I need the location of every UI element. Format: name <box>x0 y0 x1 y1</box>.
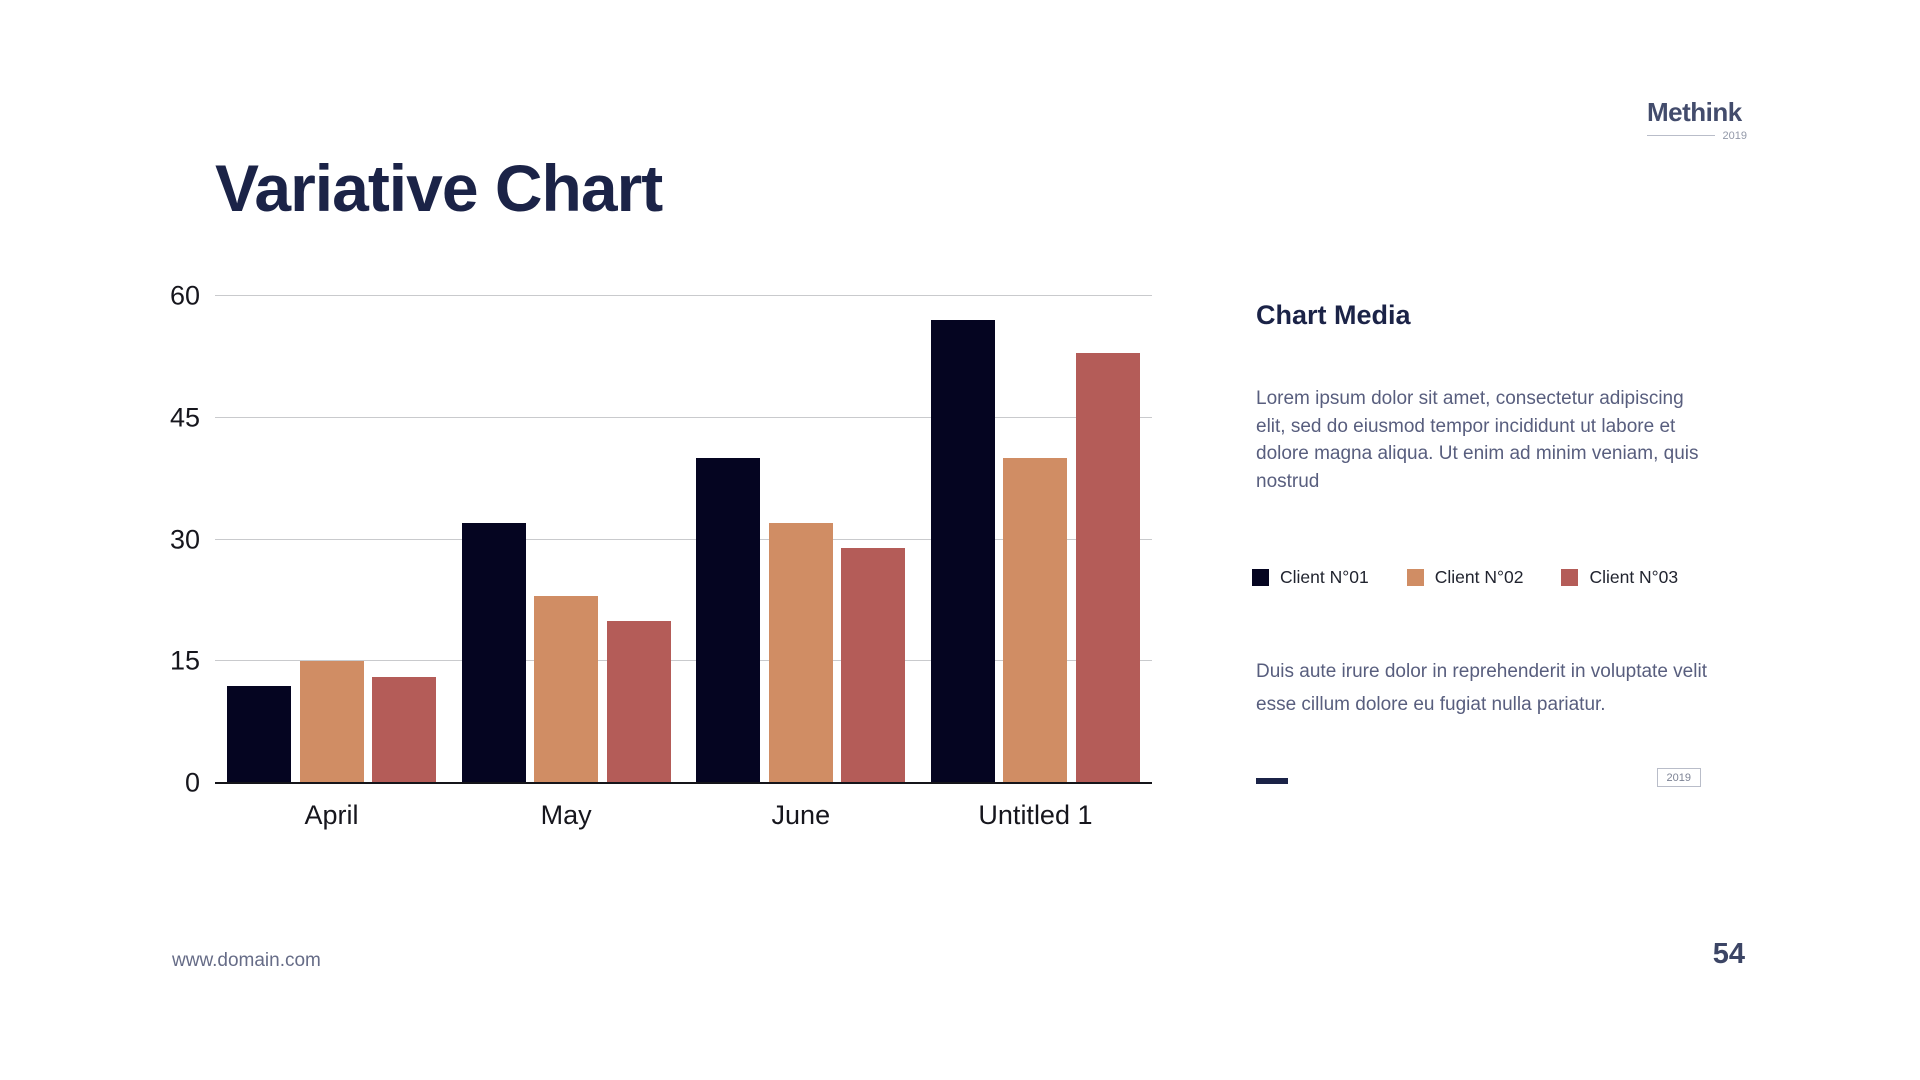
bar-untitled-1-client-n-02 <box>1003 458 1068 783</box>
bar-group-may <box>461 296 671 783</box>
y-axis-labels: 0 15 30 45 60 <box>120 281 200 798</box>
sidebar-paragraph-2: Duis aute irure dolor in reprehenderit i… <box>1256 661 1707 716</box>
x-axis-label: Untitled 1 <box>978 800 1093 830</box>
y-tick-label: 45 <box>169 402 200 433</box>
y-tick-label: 0 <box>184 767 200 798</box>
bar-may-client-n-01 <box>461 523 526 783</box>
bar-april-client-n-03 <box>372 677 436 783</box>
gridline <box>215 416 1152 418</box>
bar-june-client-n-01 <box>696 458 761 783</box>
page-title: Variative Chart <box>215 151 663 225</box>
legend-swatch-icon <box>1561 569 1579 586</box>
x-axis-label: June <box>771 800 831 830</box>
plot-area <box>215 295 1152 784</box>
sidebar-paragraph-1: Lorem ipsum dolor sit amet, consectetur … <box>1256 388 1699 492</box>
logo: Methink 2019 <box>1647 98 1747 142</box>
legend-label: Client N°02 <box>1434 567 1524 587</box>
bar-april-client-n-01 <box>227 685 291 783</box>
page-number: 54 <box>1712 938 1745 970</box>
legend-label: Client N°01 <box>1280 567 1369 587</box>
y-tick-label: 60 <box>169 280 200 311</box>
legend-swatch-icon <box>1406 569 1424 586</box>
y-tick-label: 30 <box>169 524 200 554</box>
bar-untitled-1-client-n-01 <box>930 320 995 783</box>
logo-year: 2019 <box>1722 129 1747 142</box>
x-axis-labels: April May June Untitled 1 <box>215 800 1152 831</box>
logo-wordmark: Methink <box>1647 97 1742 127</box>
logo-subline: 2019 <box>1647 130 1747 142</box>
accent-dash <box>1256 777 1288 784</box>
legend-item: Client N°01 <box>1252 567 1369 588</box>
bar-untitled-1-client-n-03 <box>1075 352 1140 783</box>
legend-item: Client N°02 <box>1406 567 1524 588</box>
gridline <box>215 295 1152 296</box>
legend-item: Client N°03 <box>1561 567 1678 588</box>
x-axis-label: April <box>304 800 359 830</box>
bar-group-untitled-1 <box>930 296 1140 783</box>
sidebar-bottom-row: 2019 <box>1256 768 1701 787</box>
legend-label: Client N°03 <box>1589 567 1679 587</box>
logo-rule <box>1647 135 1715 137</box>
gridline <box>215 538 1152 540</box>
bar-june-client-n-02 <box>768 523 833 783</box>
footer-url-link[interactable]: www.domain.com <box>172 950 321 971</box>
bar-groups <box>215 296 1152 783</box>
x-axis-line <box>215 782 1152 784</box>
bar-may-client-n-03 <box>606 620 671 783</box>
x-axis-label: May <box>540 800 592 830</box>
bar-june-client-n-03 <box>841 547 906 783</box>
legend-swatch-icon <box>1252 569 1269 586</box>
chart-legend: Client N°01 Client N°02 Client N°03 <box>1252 567 1678 588</box>
year-badge: 2019 <box>1656 768 1701 787</box>
bar-group-april <box>227 296 436 783</box>
bar-group-june <box>696 296 906 783</box>
sidebar-heading: Chart Media <box>1256 300 1411 330</box>
bar-april-client-n-02 <box>299 661 364 783</box>
y-tick-label: 15 <box>169 645 200 676</box>
gridline <box>215 660 1152 662</box>
bar-may-client-n-02 <box>534 596 599 783</box>
